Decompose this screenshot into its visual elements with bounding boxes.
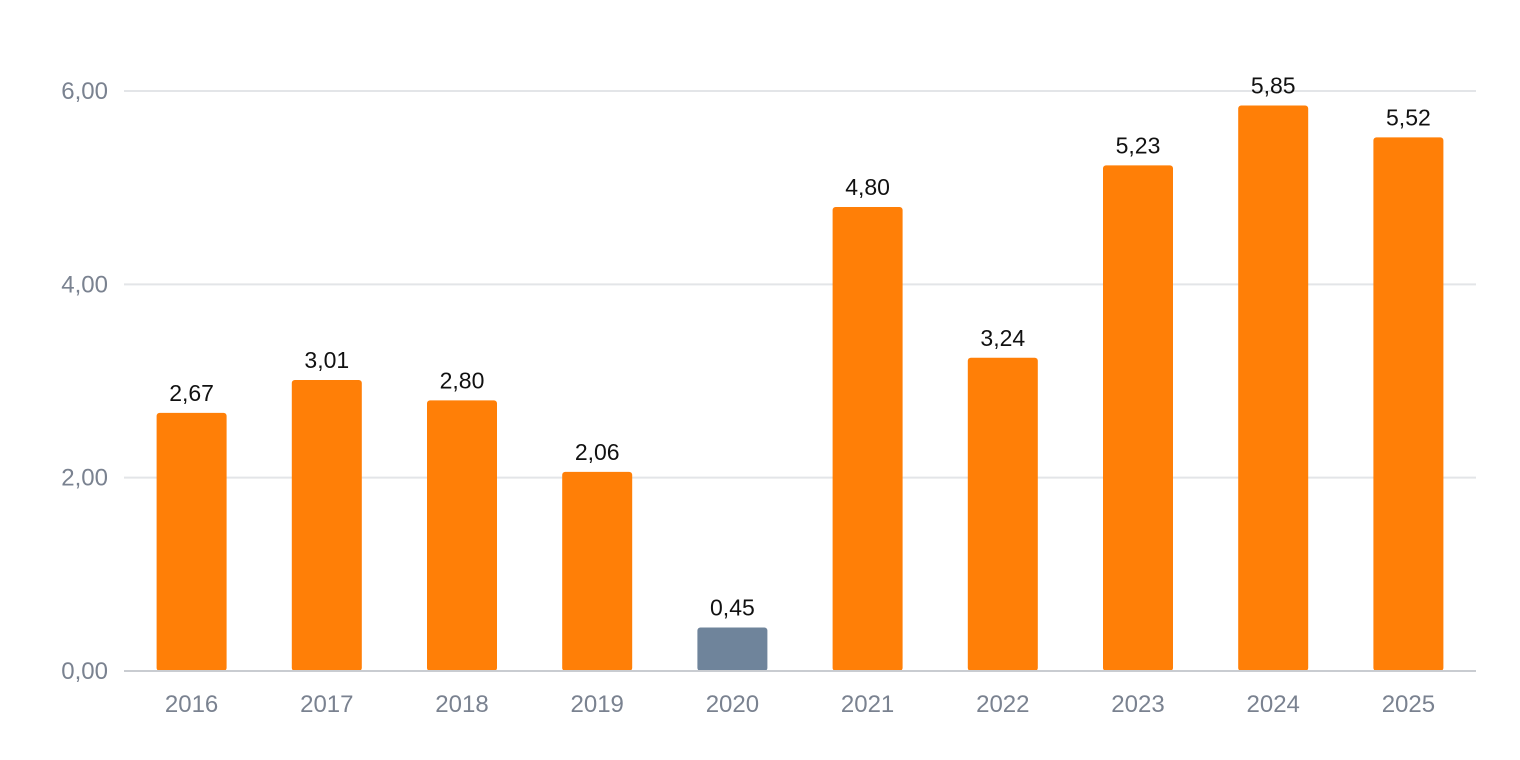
x-tick-label-2023: 2023 [1111,691,1164,718]
data-label-2019: 2,06 [575,439,620,465]
y-tick-label: 0,00 [61,658,108,685]
x-tick-label-2020: 2020 [706,691,759,718]
data-labels: 2,67 3,01 2,80 2,06 0,45 4,80 3,24 5,23 5,85 5,52 [169,73,1431,621]
y-tick-label: 6,00 [61,78,108,105]
data-label-2024: 5,85 [1251,73,1296,99]
x-tick-label-2022: 2022 [976,691,1029,718]
data-label-2016: 2,67 [169,380,214,406]
data-label-2025: 5,52 [1386,104,1431,130]
bar-2020 [697,627,768,671]
data-label-2022: 3,24 [980,325,1025,351]
x-tick-label-2019: 2019 [571,691,624,718]
data-label-2020: 0,45 [710,595,755,621]
y-tick-label: 4,00 [61,271,108,298]
x-tick-label-2025: 2025 [1382,691,1435,718]
x-tick-label-2024: 2024 [1247,691,1300,718]
data-label-2017: 3,01 [304,347,349,373]
x-tick-label-2018: 2018 [435,691,488,718]
bars [156,105,1444,671]
bar-2021 [832,207,903,671]
x-tick-label-2017: 2017 [300,691,353,718]
bar-2019 [562,471,633,671]
bar-2024 [1238,105,1309,671]
bar-2023 [1103,165,1173,671]
x-axis: 2016 2017 2018 2019 2020 2021 2022 2023 2024 2025 [124,670,1476,718]
y-tick-label: 2,00 [61,465,108,492]
x-tick-label-2021: 2021 [841,691,894,718]
data-label-2023: 5,23 [1116,132,1161,158]
bar-2022 [967,357,1038,671]
bar-2025 [1373,137,1444,671]
x-tick-label-2016: 2016 [165,691,218,718]
bar-2018 [427,400,497,671]
bar-2017 [291,380,362,671]
bar-2016 [156,412,227,671]
data-label-2018: 2,80 [440,367,485,393]
data-label-2021: 4,80 [845,174,890,200]
y-axis: 0,00 2,00 4,00 6,00 [61,78,108,685]
